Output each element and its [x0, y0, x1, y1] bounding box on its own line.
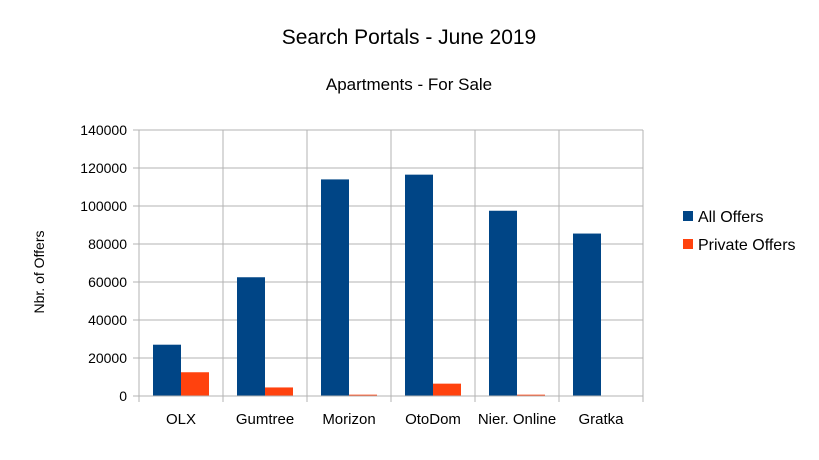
bar-all-offers — [405, 174, 433, 396]
chart-subtitle: Apartments - For Sale — [326, 75, 492, 94]
bar-all-offers — [573, 233, 601, 396]
y-tick-label: 0 — [119, 388, 127, 404]
y-tick-labels: 0 20000 40000 60000 80000 100000 120000 140000 — [80, 122, 127, 404]
y-tick-label: 80000 — [88, 236, 127, 252]
x-tick-label: Gratka — [578, 411, 624, 428]
chart-title: Search Portals - June 2019 — [282, 26, 536, 49]
bar-all-offers — [237, 277, 265, 396]
y-tick-label: 60000 — [88, 274, 127, 290]
x-tick-labels: OLX Gumtree Morizon OtoDom Nier. Online Gratk… — [166, 411, 624, 428]
bar-private-offers — [349, 394, 377, 396]
y-axis-label: Nbr. of Offers — [31, 231, 47, 314]
x-tick-label: Nier. Online — [478, 411, 556, 428]
y-tick-label: 40000 — [88, 312, 127, 328]
y-tick-label: 120000 — [80, 160, 127, 176]
bar-private-offers — [265, 387, 293, 396]
bar-all-offers — [321, 179, 349, 396]
gridlines — [133, 129, 644, 402]
x-tick-label: Morizon — [322, 411, 375, 428]
bar-private-offers — [517, 394, 545, 396]
bar-private-offers — [433, 383, 461, 396]
x-tick-label: Gumtree — [236, 411, 294, 428]
legend-swatch — [683, 211, 693, 221]
bar-all-offers — [489, 210, 517, 396]
legend: All Offers Private Offers — [683, 209, 796, 254]
x-tick-label: OtoDom — [405, 411, 461, 428]
y-tick-label: 100000 — [80, 198, 127, 214]
legend-swatch — [683, 239, 693, 249]
y-tick-label: 20000 — [88, 350, 127, 366]
x-tick-label: OLX — [166, 411, 196, 428]
axes — [138, 130, 643, 397]
y-tick-label: 140000 — [80, 122, 127, 138]
legend-label: Private Offers — [698, 237, 796, 254]
bar-private-offers — [181, 372, 209, 396]
bar-all-offers — [153, 344, 181, 396]
bars — [153, 174, 601, 396]
legend-label: All Offers — [698, 209, 764, 226]
